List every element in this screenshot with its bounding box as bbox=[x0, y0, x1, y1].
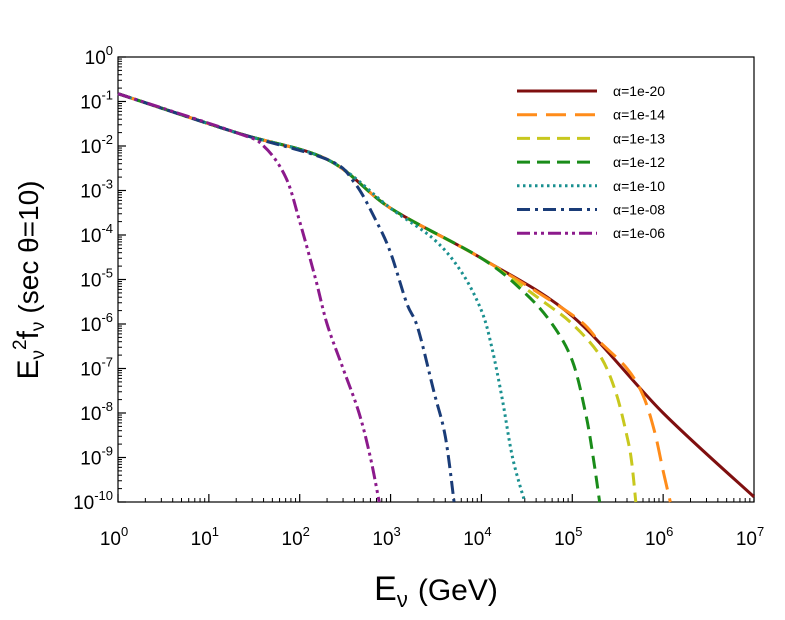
x-ticks: 100 101 102 103 104 105 106 107 bbox=[100, 494, 764, 550]
y-tick-label: 10-1 bbox=[80, 88, 113, 114]
y-tick-label: 10-4 bbox=[80, 221, 113, 247]
legend-label-5: α=1e-10 bbox=[613, 178, 665, 194]
y-tick-label: 10-7 bbox=[80, 355, 113, 381]
x-tick-label: 103 bbox=[372, 524, 400, 550]
series-line-3 bbox=[117, 92, 638, 503]
y-tick-label: 10-2 bbox=[80, 132, 113, 158]
series-line-5 bbox=[117, 92, 527, 503]
legend-label-2: α=1e-14 bbox=[613, 107, 665, 123]
y-ticks: 100 10-1 10-2 10-3 10-4 10-5 10-6 10-7 10-8 10-9 1… bbox=[73, 43, 126, 514]
x-tick-label: 104 bbox=[463, 524, 491, 550]
x-tick-label: 100 bbox=[100, 524, 128, 550]
y-tick-label: 10-10 bbox=[73, 488, 113, 514]
y-tick-label: 10-9 bbox=[80, 444, 113, 470]
legend: α=1e-20 α=1e-14 α=1e-13 α=1e-12 α=1e-10 α=1e-… bbox=[517, 83, 665, 241]
x-axis-title: Eν (GeV) bbox=[374, 570, 498, 612]
x-tick-label: 102 bbox=[282, 524, 310, 550]
series-layer bbox=[117, 92, 756, 503]
x-tick-label: 101 bbox=[191, 524, 219, 550]
y-axis-title: Eν2fν(sec θ=10) bbox=[10, 180, 49, 379]
x-tick-label: 106 bbox=[645, 524, 673, 550]
series-line-2 bbox=[117, 92, 672, 503]
y-tick-label: 10-6 bbox=[80, 310, 113, 336]
legend-label-6: α=1e-08 bbox=[613, 202, 665, 218]
x-tick-label: 107 bbox=[736, 524, 764, 550]
legend-label-3: α=1e-13 bbox=[613, 130, 665, 146]
y-tick-label: 10-8 bbox=[80, 399, 113, 425]
legend-label-7: α=1e-06 bbox=[613, 225, 665, 241]
y-tick-label: 10-3 bbox=[80, 177, 113, 203]
legend-label-4: α=1e-12 bbox=[613, 154, 665, 170]
x-tick-label: 105 bbox=[554, 524, 582, 550]
y-tick-label: 100 bbox=[85, 43, 113, 69]
series-line-6 bbox=[117, 92, 456, 503]
series-line-7 bbox=[117, 92, 381, 503]
legend-label-1: α=1e-20 bbox=[613, 83, 665, 99]
series-line-4 bbox=[117, 92, 602, 503]
y-tick-label: 10-5 bbox=[80, 266, 113, 292]
